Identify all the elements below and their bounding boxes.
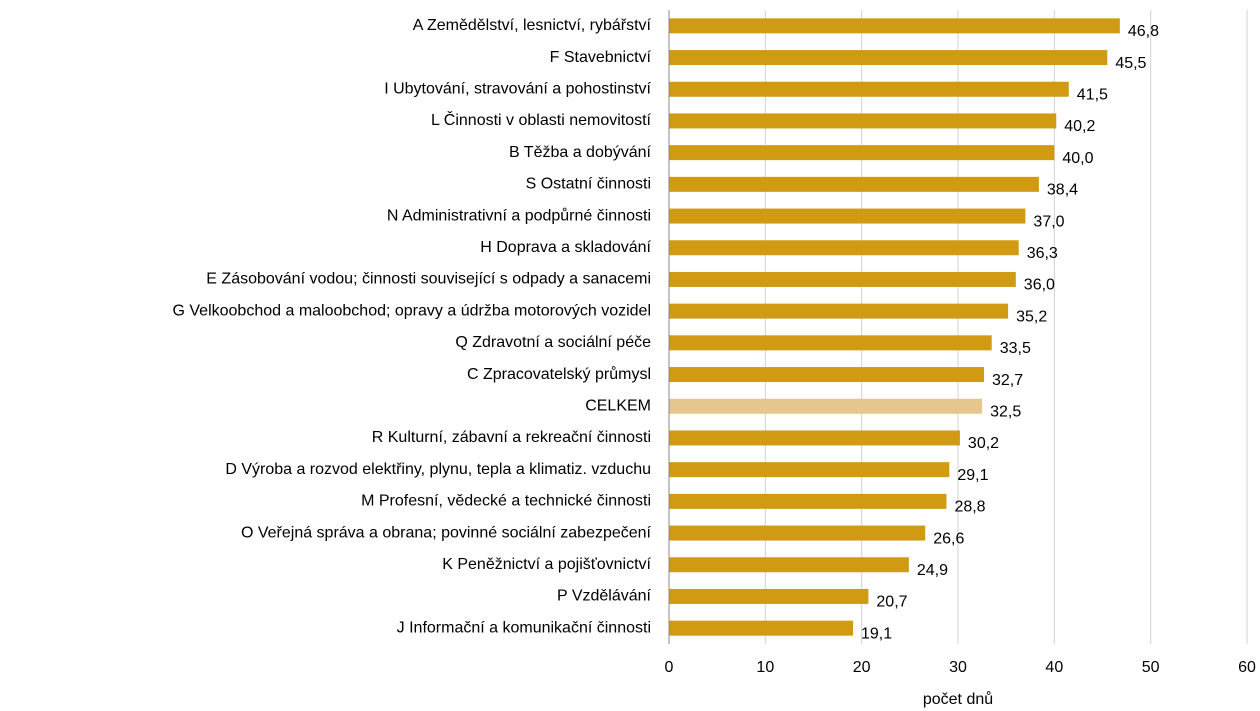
bar — [669, 430, 960, 446]
value-label: 41,5 — [1077, 86, 1108, 103]
bar — [669, 208, 1026, 224]
y-tick-label: S Ostatní činnosti — [526, 176, 651, 193]
bar — [669, 113, 1057, 129]
value-label: 40,2 — [1064, 118, 1095, 135]
x-tick-label: 50 — [1142, 659, 1160, 676]
y-tick-label: C Zpracovatelský průmysl — [467, 365, 651, 383]
value-label: 30,2 — [968, 435, 999, 452]
bar — [669, 145, 1055, 161]
bar — [669, 50, 1108, 66]
bar — [669, 462, 950, 478]
y-tick-label: F Stavebnictví — [550, 49, 652, 66]
y-tick-label: Q Zdravotní a sociální péče — [455, 334, 651, 351]
bar — [669, 176, 1039, 192]
x-axis-label: počet dnů — [923, 690, 993, 708]
bar — [669, 303, 1009, 319]
value-label: 33,5 — [1000, 340, 1031, 357]
bar — [669, 240, 1019, 256]
value-label: 20,7 — [876, 594, 907, 611]
value-label: 36,3 — [1027, 245, 1058, 262]
bar — [669, 81, 1069, 97]
x-tick-label: 30 — [949, 659, 967, 676]
value-label: 32,5 — [990, 403, 1021, 420]
value-label: 46,8 — [1128, 23, 1159, 40]
y-tick-label: N Administrativní a podpůrné činnosti — [387, 206, 651, 224]
x-tick-label: 10 — [756, 659, 774, 676]
bar — [669, 398, 983, 414]
value-label: 35,2 — [1016, 308, 1047, 325]
bar — [669, 557, 909, 573]
y-tick-label: J Informační a komunikační činnosti — [397, 619, 651, 636]
value-label: 32,7 — [992, 372, 1023, 389]
x-tick-label: 40 — [1045, 659, 1063, 676]
bar — [669, 335, 992, 351]
value-label: 40,0 — [1062, 150, 1093, 167]
bar — [669, 493, 947, 509]
y-tick-label: B Těžba a dobývání — [509, 144, 652, 161]
bar — [669, 620, 853, 636]
value-label: 26,6 — [933, 530, 964, 547]
y-tick-label: CELKEM — [585, 397, 651, 414]
y-tick-label: G Velkoobchod a maloobchod; opravy a údr… — [173, 302, 652, 319]
y-tick-label: L Činnosti v oblasti nemovitostí — [431, 110, 652, 129]
value-label: 28,8 — [954, 499, 985, 516]
value-label: 19,1 — [861, 625, 892, 642]
value-label: 29,1 — [957, 467, 988, 484]
y-tick-label: M Profesní, vědecké a technické činnosti — [361, 493, 651, 510]
bar — [669, 588, 869, 604]
value-label: 45,5 — [1115, 55, 1146, 72]
y-tick-label: H Doprava a skladování — [480, 239, 651, 256]
x-tick-label: 20 — [853, 659, 871, 676]
value-label: 37,0 — [1033, 213, 1064, 230]
y-tick-label: I Ubytování, stravování a pohostinství — [384, 80, 651, 97]
bar — [669, 525, 926, 541]
bar — [669, 367, 985, 383]
value-label: 38,4 — [1047, 182, 1078, 199]
y-tick-label: A Zemědělství, lesnictví, rybářství — [413, 17, 652, 34]
value-label: 24,9 — [917, 562, 948, 579]
y-tick-label: K Peněžnictví a pojišťovnictví — [442, 556, 651, 573]
y-tick-label: D Výroba a rozvod elektřiny, plynu, tepl… — [225, 461, 651, 478]
x-tick-label: 60 — [1238, 659, 1256, 676]
y-tick-label: P Vzdělávání — [557, 588, 652, 605]
bar — [669, 18, 1120, 34]
bar — [669, 271, 1016, 287]
value-label: 36,0 — [1024, 277, 1055, 294]
y-tick-label: O Veřejná správa a obrana; povinné sociá… — [241, 524, 652, 541]
x-tick-label: 0 — [665, 659, 674, 676]
y-tick-label: R Kulturní, zábavní a rekreační činnosti — [372, 429, 651, 446]
y-tick-label: E Zásobování vodou; činnosti související… — [206, 271, 651, 288]
